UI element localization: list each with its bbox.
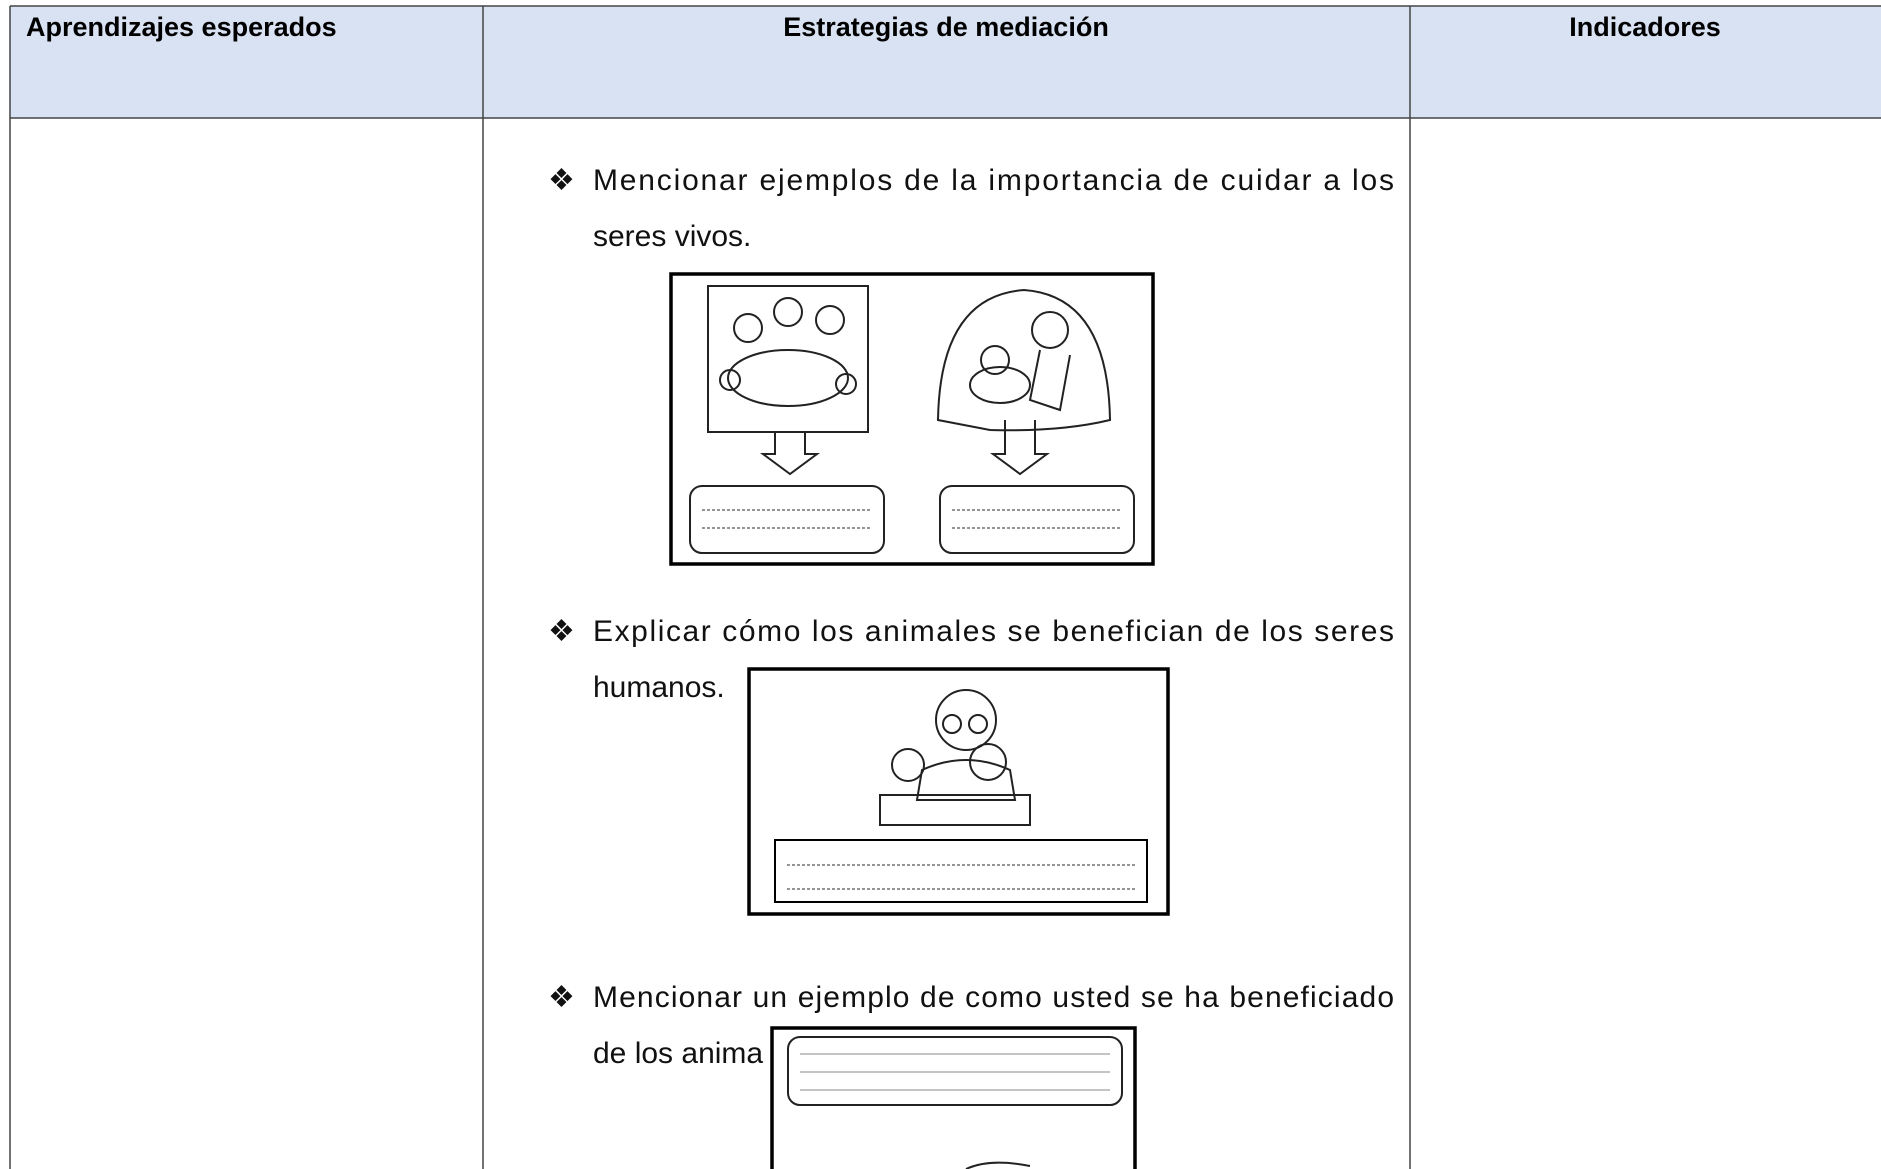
- illustration-box: [669, 272, 1155, 566]
- bullet-text: humanos.: [593, 671, 725, 704]
- header-row: [10, 6, 1881, 118]
- table-borders: [9, 5, 1881, 1169]
- header-cell: Estrategias de mediación: [783, 12, 1109, 42]
- illustration-box: [770, 1026, 1137, 1169]
- bullet-symbol: ❖: [548, 164, 575, 197]
- header-cell: Indicadores: [1569, 12, 1721, 42]
- bullet-text: Mencionar un ejemplo de como usted se ha…: [593, 981, 1394, 1014]
- illustration-box: [747, 667, 1170, 916]
- bullet-text: Mencionar ejemplos de la importancia de …: [593, 164, 1394, 197]
- bullet-text: de los anima: [593, 1037, 763, 1070]
- bullet-symbol: ❖: [548, 615, 575, 648]
- bullet-text: Explicar cómo los animales se benefician…: [593, 615, 1394, 648]
- bullet-text: seres vivos.: [593, 220, 751, 253]
- bullet-symbol: ❖: [548, 981, 575, 1014]
- header-cell: Aprendizajes esperados: [26, 12, 337, 42]
